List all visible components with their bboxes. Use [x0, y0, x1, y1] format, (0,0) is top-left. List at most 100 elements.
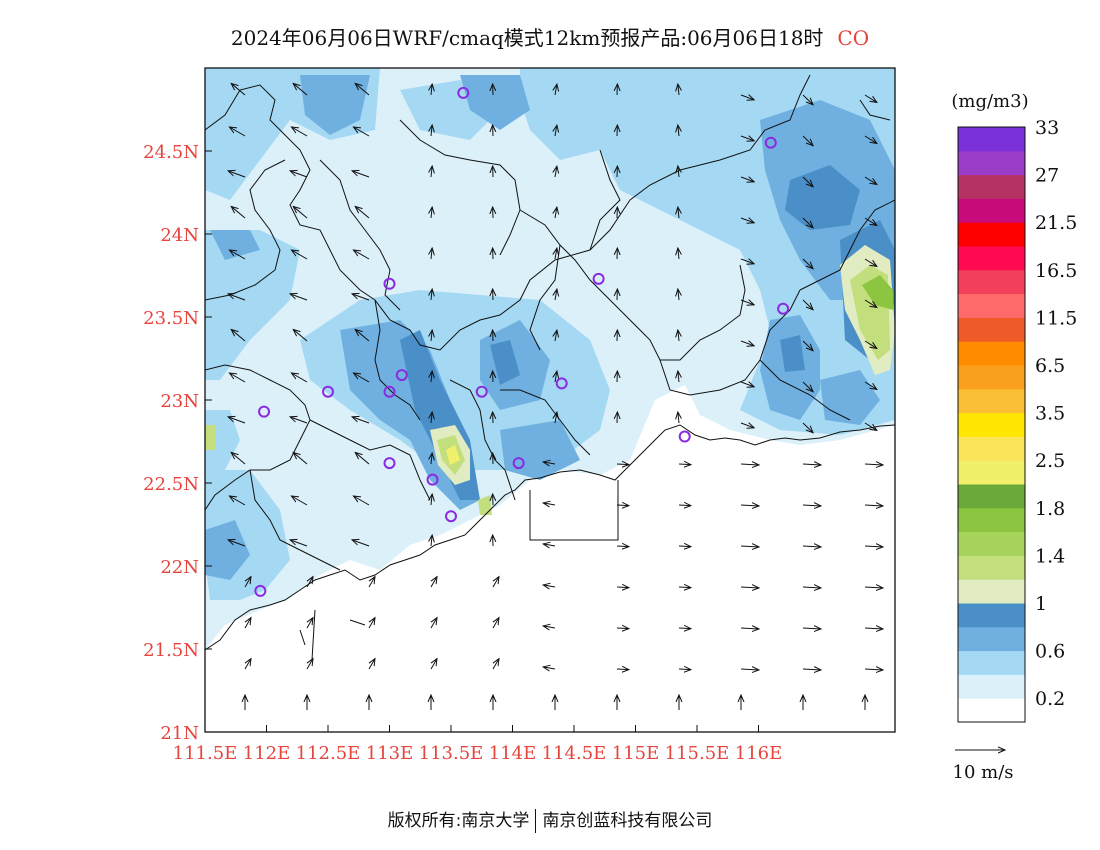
wind-arrow — [555, 166, 557, 178]
station-marker — [764, 136, 777, 149]
wind-arrow — [492, 618, 499, 629]
wind-arrow — [368, 618, 375, 629]
wind-arrow — [290, 417, 308, 424]
wind-arrow — [864, 381, 877, 389]
wind-arrow — [555, 371, 557, 383]
wind-arrow — [802, 546, 821, 547]
x-tick-label: 112E — [243, 743, 291, 764]
wind-arrow — [352, 540, 370, 547]
station-marker — [395, 369, 408, 382]
wind-arrow — [353, 250, 370, 260]
wind-arrow — [740, 300, 754, 305]
wind-arrow — [244, 577, 251, 588]
wind-arrow — [678, 125, 679, 137]
wind-arrow — [543, 503, 556, 505]
wind-arrow — [864, 546, 883, 547]
colorbar-frame — [957, 126, 1026, 723]
station-marker — [383, 457, 396, 470]
wind-arrow — [355, 329, 370, 342]
wind-arrow — [740, 136, 754, 141]
x-tick-label: 112.5E — [296, 743, 361, 764]
wind-arrow — [244, 618, 251, 629]
copyright-footer: 版权所有:南京大学 南京创蓝科技有限公司 — [0, 806, 1100, 833]
wind-arrow — [864, 628, 883, 629]
wind-arrow — [228, 294, 246, 301]
colorbar: (mg/m3) 0.2 0.6 1 1.4 1.8 2.5 3.5 6.5 11.5 16.5 21… — [951, 91, 1077, 723]
wind-arrow — [864, 176, 877, 184]
colorbar-label: 21.5 — [1035, 212, 1077, 234]
wind-arrow — [353, 127, 370, 137]
wind-arrow — [431, 412, 432, 424]
wind-arrow — [678, 669, 691, 670]
station-marker — [383, 277, 396, 290]
map-title: 2024年06月06日WRF/cmaq模式12km预报产品:06月06日18时 C… — [0, 22, 1100, 51]
station-marker — [678, 430, 691, 443]
y-tick-label: 22N — [160, 557, 199, 578]
wind-arrow — [802, 217, 813, 228]
wind-arrow — [368, 659, 375, 670]
colorbar-label: 33 — [1035, 117, 1059, 139]
wind-arrow — [231, 83, 246, 96]
colorbar-swatch — [958, 626, 1025, 652]
x-tick-label: 111.5E — [173, 743, 238, 764]
wind-arrow — [802, 422, 813, 433]
colorbar-swatch — [958, 341, 1025, 366]
station-marker — [777, 302, 790, 315]
wind-arrow — [864, 258, 877, 266]
colorbar-swatch — [958, 127, 1025, 152]
station-marker — [426, 473, 439, 486]
wind-legend: 10 m/s — [953, 750, 1014, 783]
station-marker — [592, 272, 605, 285]
station-marker — [445, 510, 457, 523]
wind-arrow — [492, 577, 499, 588]
y-tick-label: 22.5N — [143, 474, 199, 495]
wind-arrow — [291, 127, 308, 137]
y-tick-label: 23.5N — [143, 308, 199, 329]
colorbar-swatch — [958, 222, 1025, 247]
wind-arrow — [678, 587, 691, 588]
wind-arrow — [802, 135, 813, 146]
wind-arrow — [229, 127, 246, 137]
wind-vectors — [228, 83, 883, 710]
x-tick-label: 114E — [489, 743, 537, 764]
x-tick-label: 115E — [612, 743, 660, 764]
wind-arrow — [864, 340, 877, 348]
wind-arrow — [802, 587, 821, 588]
wind-arrow — [802, 505, 821, 506]
wind-arrow — [229, 496, 246, 506]
station-marker — [555, 377, 568, 390]
y-tick-label: 21N — [160, 723, 199, 744]
x-tick-label: 115.5E — [665, 743, 730, 764]
wind-arrow — [740, 218, 754, 223]
wind-arrow — [291, 373, 308, 383]
wind-arrow — [431, 289, 432, 301]
wind-arrow — [802, 628, 821, 629]
wind-arrow — [290, 540, 308, 547]
wind-arrow — [293, 83, 308, 96]
wind-legend-label: 10 m/s — [953, 762, 1014, 783]
wind-arrow — [740, 464, 759, 465]
wind-arrow — [543, 667, 556, 669]
wind-arrow — [616, 587, 629, 588]
wind-arrow — [864, 669, 883, 670]
wind-arrow — [802, 299, 813, 310]
wind-arrow — [431, 535, 432, 547]
wind-arrow — [352, 294, 370, 301]
wind-arrow — [864, 217, 877, 225]
wind-arrow — [355, 83, 370, 96]
colorbar-label: 0.6 — [1035, 641, 1065, 663]
wind-arrow — [555, 125, 557, 137]
colorbar-swatch — [958, 269, 1025, 295]
colorbar-swatch — [958, 150, 1025, 176]
colorbar-swatch — [958, 246, 1025, 271]
wind-arrow — [678, 464, 691, 465]
wind-arrow — [864, 587, 883, 588]
wind-arrow — [229, 373, 246, 383]
concentration-field — [205, 68, 895, 732]
wind-arrow — [678, 628, 691, 629]
wind-arrow — [678, 505, 691, 506]
colorbar-label: 6.5 — [1035, 355, 1065, 377]
wind-arrow — [368, 577, 375, 588]
wind-arrow — [740, 259, 754, 264]
